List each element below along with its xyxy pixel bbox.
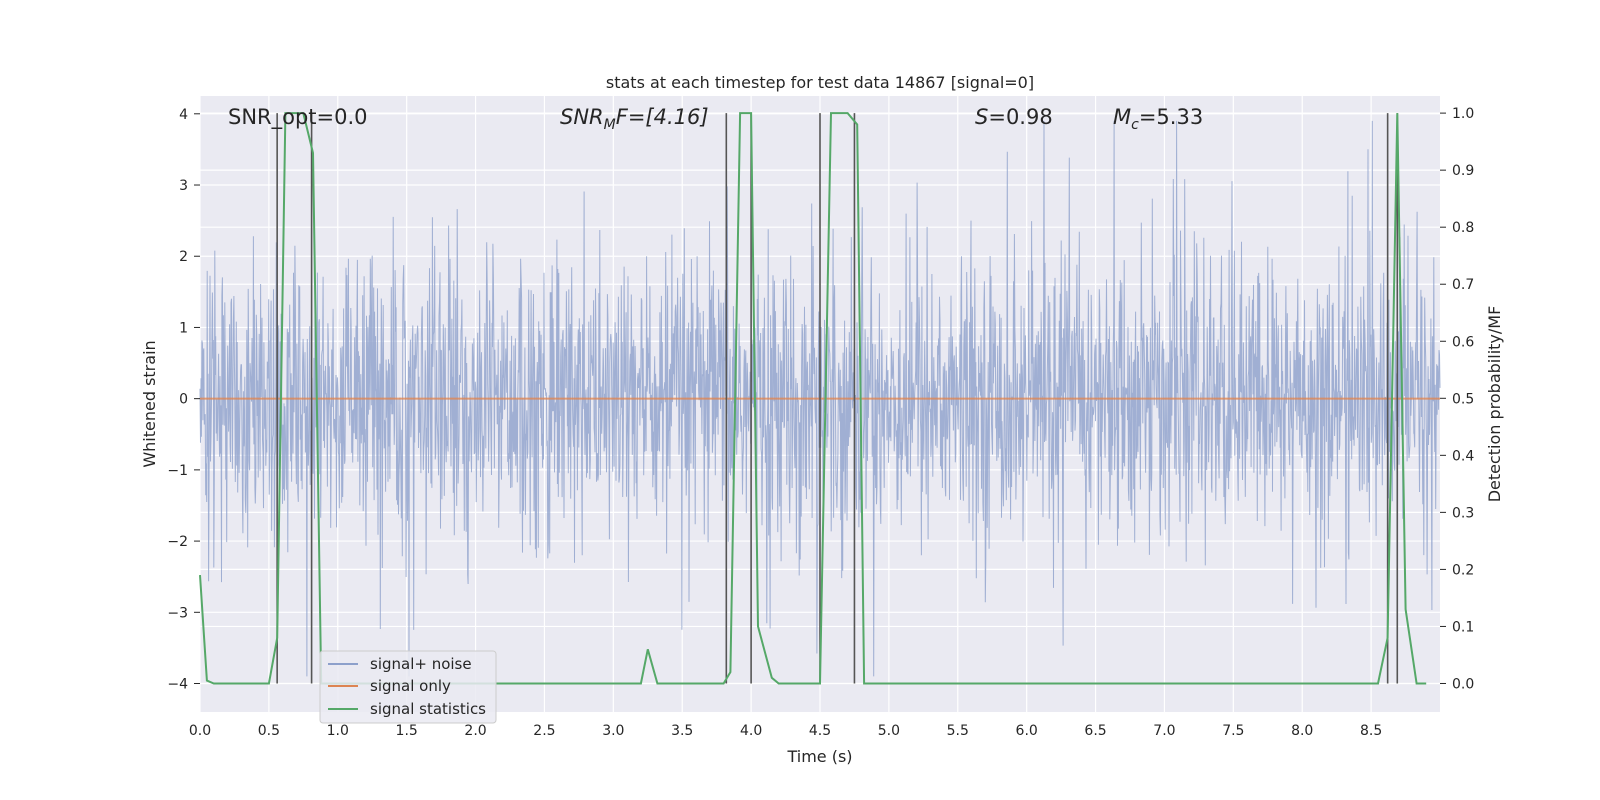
y-tick-label: −2: [167, 534, 188, 550]
x-tick-label: 7.5: [1222, 723, 1244, 739]
annotation-s-value: =0.98: [988, 105, 1052, 129]
annotation-snr-mf-main: SNR: [560, 105, 604, 129]
signal-statistics-line: [199, 112, 1427, 685]
x-tick-label: 4.5: [809, 723, 831, 739]
annotation-snr-mf: SNRMF=[4.16]: [560, 105, 709, 133]
legend-box: [319, 650, 497, 724]
y-ticks-right: 1.0 0.9 0.8 0.7 0.6 0.5 0.4 0.3 0.2 0.1 0.0: [1440, 106, 1474, 692]
x-tick-label: 2.0: [464, 723, 486, 739]
y-ticks-left: 4 3 2 1 0 −1 −2 −3 −4: [167, 107, 200, 693]
annotation-s-label: S: [975, 105, 988, 129]
annotation-snr-mf-rest: F=[4.16]: [616, 105, 709, 129]
x-ticks: 0.0 0.5 1.0 1.5 2.0 2.5 3.0 3.5 4.0 4.5 5.0 5.5 6.0 6…: [189, 723, 1382, 739]
y-right-tick-label: 0.7: [1452, 277, 1474, 293]
legend-label-signal-noise: signal+ noise: [370, 655, 472, 673]
y-tick-label: 2: [179, 249, 188, 265]
x-tick-label: 1.0: [327, 723, 349, 739]
y-tick-label: −1: [167, 463, 188, 479]
x-tick-label: 4.0: [740, 723, 762, 739]
x-tick-label: 0.5: [258, 723, 280, 739]
x-tick-label: 1.5: [396, 723, 418, 739]
y-right-tick-label: 0.9: [1452, 163, 1474, 179]
y-axis-right-label: Detection probability/MF: [1485, 306, 1504, 503]
x-axis-label: Time (s): [786, 747, 852, 766]
annotation-mc: Mc=5.33: [1113, 105, 1203, 133]
x-tick-label: 8.5: [1360, 723, 1382, 739]
y-tick-label: 3: [179, 178, 188, 194]
y-right-tick-label: 0.0: [1452, 676, 1474, 692]
signal-statistics-series: [199, 112, 1427, 685]
annotation-mc-value: =5.33: [1139, 105, 1203, 129]
annotation-mc-main: M: [1113, 105, 1131, 129]
y-right-tick-label: 0.6: [1452, 334, 1474, 350]
y-right-tick-label: 0.3: [1452, 505, 1474, 521]
x-tick-label: 0.0: [189, 723, 211, 739]
y-right-tick-label: 0.5: [1452, 391, 1474, 407]
y-tick-label: −4: [167, 677, 188, 693]
annotation-snr-mf-sub: M: [604, 117, 616, 133]
y-right-tick-label: 0.2: [1452, 562, 1474, 578]
y-right-tick-label: 0.8: [1452, 220, 1474, 236]
x-tick-label: 6.5: [1084, 723, 1106, 739]
legend: signal+ noise signal only signal statist…: [319, 650, 497, 724]
legend-label-signal-only: signal only: [370, 677, 451, 695]
y-right-tick-label: 0.4: [1452, 448, 1474, 464]
x-tick-label: 3.0: [602, 723, 624, 739]
y-tick-label: −3: [167, 605, 188, 621]
x-tick-label: 5.0: [878, 723, 900, 739]
x-tick-label: 5.5: [947, 723, 969, 739]
x-tick-label: 7.0: [1153, 723, 1175, 739]
x-tick-label: 3.5: [671, 723, 693, 739]
annotation-mc-sub: c: [1131, 117, 1139, 133]
annotation-s: S=0.98: [975, 105, 1053, 129]
x-tick-label: 6.0: [1016, 723, 1038, 739]
legend-label-signal-statistics: signal statistics: [370, 700, 486, 718]
y-tick-label: 1: [179, 320, 188, 336]
annotation-snr-opt: SNR_opt=0.0: [228, 105, 368, 130]
x-tick-label: 2.5: [533, 723, 555, 739]
y-tick-label: 0: [179, 392, 188, 408]
y-right-tick-label: 1.0: [1452, 106, 1474, 122]
y-right-tick-label: 0.1: [1452, 619, 1474, 635]
vertical-markers: [276, 113, 1399, 684]
chart-title: stats at each timestep for test data 148…: [606, 73, 1034, 92]
x-tick-label: 8.0: [1291, 723, 1313, 739]
y-axis-label: Whitened strain: [140, 340, 159, 467]
y-tick-label: 4: [179, 107, 188, 123]
